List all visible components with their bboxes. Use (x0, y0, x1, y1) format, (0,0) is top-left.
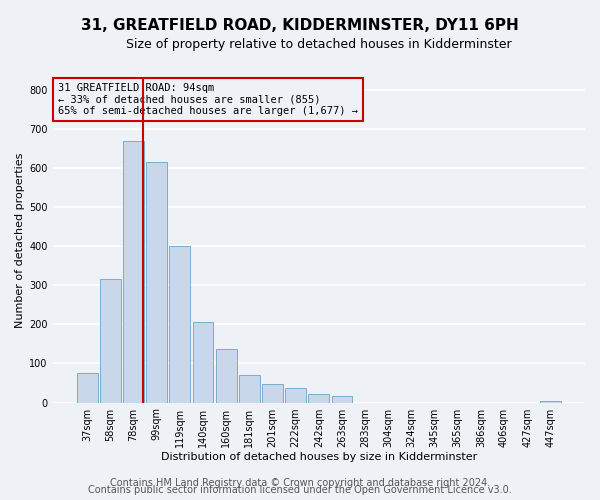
Bar (540, 400, 561, 402)
Bar (123, 142, 144, 402)
Bar (77, 374, 98, 402)
Bar (193, 322, 214, 402)
Bar (308, 394, 329, 402)
Bar (100, 280, 121, 402)
Bar (332, 396, 352, 402)
Y-axis label: Number of detached properties: Number of detached properties (15, 152, 25, 328)
Text: Contains public sector information licensed under the Open Government Licence v3: Contains public sector information licen… (88, 485, 512, 495)
X-axis label: Distribution of detached houses by size in Kidderminster: Distribution of detached houses by size … (161, 452, 477, 462)
Bar (146, 162, 167, 402)
Text: Contains HM Land Registry data © Crown copyright and database right 2024.: Contains HM Land Registry data © Crown c… (110, 478, 490, 488)
Bar (239, 375, 260, 402)
Bar (262, 384, 283, 402)
Bar (285, 388, 306, 402)
Title: Size of property relative to detached houses in Kidderminster: Size of property relative to detached ho… (126, 38, 512, 51)
Text: 31, GREATFIELD ROAD, KIDDERMINSTER, DY11 6PH: 31, GREATFIELD ROAD, KIDDERMINSTER, DY11… (81, 18, 519, 32)
Bar (169, 246, 190, 402)
Bar (215, 348, 236, 403)
Text: 31 GREATFIELD ROAD: 94sqm
← 33% of detached houses are smaller (855)
65% of semi: 31 GREATFIELD ROAD: 94sqm ← 33% of detac… (58, 83, 358, 116)
